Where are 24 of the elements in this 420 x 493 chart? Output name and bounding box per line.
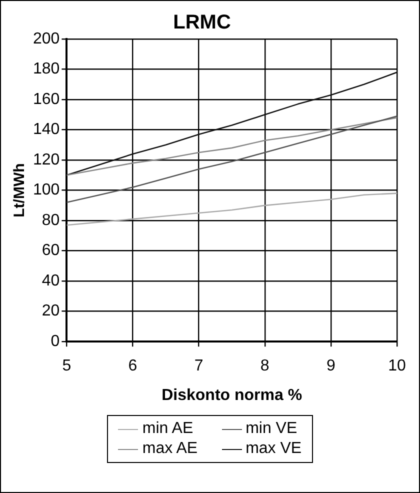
y-tick-label: 60 — [42, 242, 60, 260]
x-tick-label: 5 — [62, 358, 72, 375]
y-tick-label: 80 — [42, 212, 60, 229]
y-tick-label: 20 — [42, 302, 60, 320]
x-tick-label: 6 — [128, 358, 138, 375]
legend-label: max AE — [142, 440, 198, 458]
y-tick-label: 120 — [32, 151, 60, 168]
y-tick-label: 160 — [32, 90, 60, 108]
y-tick-label: 40 — [42, 272, 60, 290]
y-tick-label: 100 — [32, 182, 60, 199]
y-tick-label: 200 — [32, 30, 60, 48]
x-axis-title: Diskonto norma % — [162, 386, 302, 404]
y-tick-label: 0 — [50, 333, 60, 350]
x-tick-label: 7 — [194, 358, 204, 375]
y-tick-label: 180 — [32, 60, 60, 78]
legend-label: min AE — [142, 420, 194, 438]
legend-label: max VE — [246, 440, 302, 458]
x-tick-label: 10 — [388, 358, 406, 375]
x-tick-label: 9 — [326, 358, 336, 375]
chart-title: LRMC — [173, 12, 231, 34]
y-tick-label: 140 — [32, 121, 60, 138]
legend-label: min VE — [246, 420, 298, 438]
x-tick-label: 8 — [260, 358, 270, 375]
y-axis-title: Lt/MWh — [11, 163, 28, 218]
